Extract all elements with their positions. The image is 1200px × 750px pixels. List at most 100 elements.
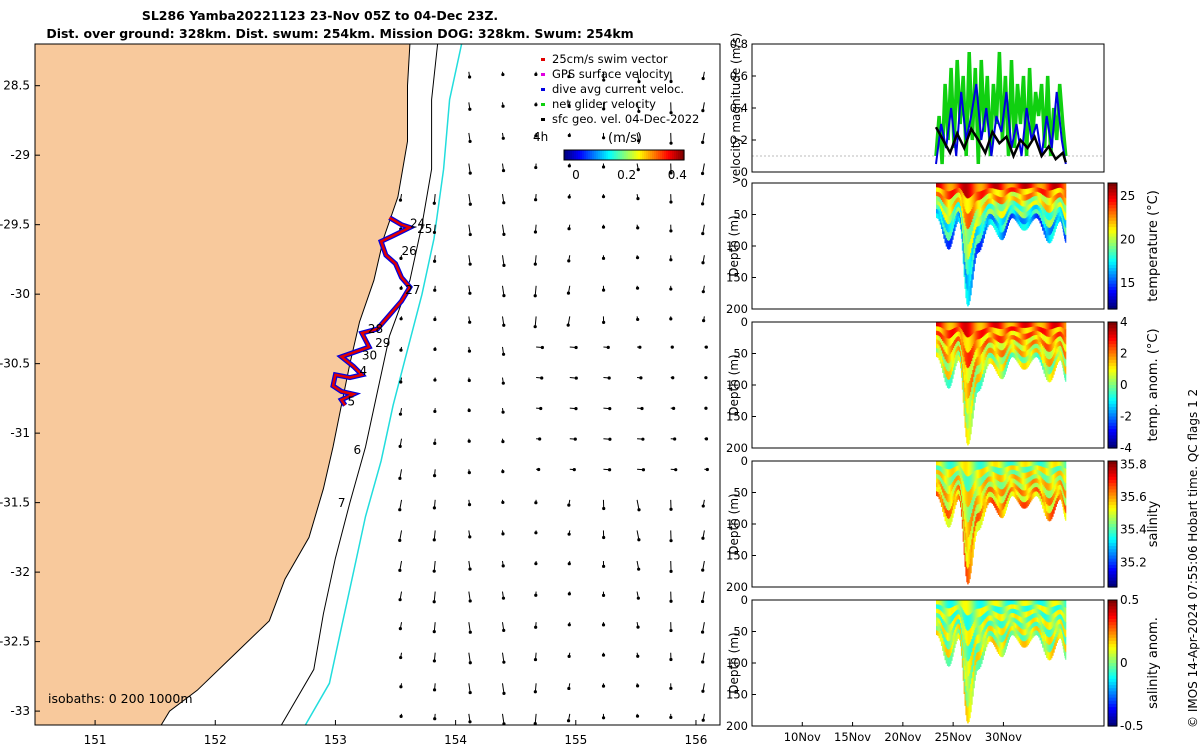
section-cell	[1000, 503, 1002, 511]
section-cell	[1017, 183, 1020, 189]
geo-velocity-arrowhead	[567, 503, 571, 507]
section-cell	[977, 191, 979, 201]
section-cell	[1005, 473, 1007, 480]
section-cell	[1017, 600, 1020, 606]
section-cell	[969, 564, 971, 580]
section-colorbar-segment	[1108, 703, 1117, 708]
geo-velocity-arrowhead	[601, 623, 606, 627]
section-cell	[1048, 183, 1051, 191]
section-cell	[960, 322, 963, 330]
section-cell	[1009, 331, 1011, 337]
section-colorbar-segment	[1108, 656, 1117, 661]
section-cell	[1059, 201, 1061, 208]
section-cell	[1001, 468, 1003, 476]
section-cell	[936, 343, 938, 349]
section-cell	[938, 633, 941, 639]
section-cell	[1028, 493, 1031, 500]
section-cell	[967, 676, 969, 693]
section-cell	[961, 233, 964, 243]
section-cell	[1000, 475, 1002, 483]
section-cell	[1036, 474, 1039, 480]
section-cell	[967, 414, 969, 430]
section-cell	[961, 338, 964, 348]
section-cell	[1030, 341, 1033, 347]
section-cell	[969, 425, 971, 441]
section-cell	[1035, 191, 1038, 197]
section-cell	[960, 501, 962, 508]
section-colorbar-segment	[1108, 388, 1117, 392]
section-cell	[1061, 322, 1063, 328]
section-cell	[1002, 218, 1004, 226]
section-cell	[1056, 204, 1058, 210]
section-cell	[980, 369, 983, 378]
section-cell	[961, 625, 964, 635]
section-cell	[1038, 470, 1040, 476]
section-cell	[1027, 210, 1029, 217]
section-cell	[940, 634, 943, 641]
section-cell	[1057, 610, 1060, 616]
section-cell	[1052, 224, 1054, 232]
section-cell	[1060, 216, 1062, 222]
section-cell	[1030, 351, 1033, 357]
section-cell	[962, 511, 965, 522]
section-cell	[1054, 624, 1056, 631]
section-cell	[1023, 611, 1026, 619]
section-cell	[1036, 626, 1039, 632]
section-cell	[977, 660, 979, 670]
section-cell	[1061, 471, 1063, 478]
section-cell	[1047, 498, 1050, 506]
map-ytick-label: -30.5	[0, 357, 30, 371]
section-cell	[1056, 214, 1058, 221]
section-cell	[1062, 600, 1064, 607]
section-cell	[1056, 322, 1058, 328]
section-cell	[949, 338, 951, 348]
section-cell	[958, 211, 960, 217]
section-cell	[985, 212, 988, 219]
section-cell	[940, 461, 943, 468]
section-cell	[984, 625, 987, 633]
geo-velocity-arrowhead	[669, 258, 673, 262]
section-cell	[993, 600, 995, 606]
section-cell	[967, 522, 969, 539]
section-cell	[995, 600, 998, 607]
section-colorbar-segment	[1108, 461, 1117, 465]
section-cell	[1004, 202, 1006, 210]
section-cell	[989, 481, 991, 488]
section-cell	[1046, 336, 1048, 345]
section-cell	[963, 658, 965, 671]
section-cell	[989, 476, 991, 482]
section-cell	[1009, 493, 1011, 499]
section-cell	[995, 642, 998, 650]
section-cell	[1049, 366, 1052, 375]
section-cell	[990, 322, 993, 328]
section-cell	[1019, 349, 1022, 356]
section-cell	[1062, 500, 1064, 507]
section-cell	[1013, 631, 1016, 637]
section-cell	[948, 183, 950, 192]
section-cell	[989, 183, 991, 189]
section-cell	[1034, 335, 1037, 340]
section-cell	[1017, 218, 1020, 225]
section-cell	[988, 332, 990, 339]
section-cell	[950, 516, 952, 525]
section-cell	[954, 496, 956, 504]
section-cell	[989, 635, 991, 642]
section-cell	[937, 474, 939, 480]
geo-velocity-arrowhead	[701, 568, 705, 572]
section-cell	[996, 480, 999, 488]
geo-velocity-arrowhead	[671, 376, 675, 380]
section-cell	[952, 621, 954, 629]
section-cell	[1035, 322, 1038, 327]
section-cell	[1046, 357, 1048, 366]
section-colorbar-segment	[1108, 400, 1117, 405]
section-colorbar-segment	[1108, 391, 1117, 396]
geo-velocity-arrowhead	[701, 76, 705, 81]
section-cell	[1062, 219, 1064, 227]
section-cell	[1048, 359, 1051, 368]
section-cell	[960, 467, 963, 476]
section-cell	[1003, 223, 1005, 232]
section-cell	[1044, 356, 1047, 364]
section-cell	[1065, 644, 1067, 653]
section-colorbar-tick-label: 35.6	[1120, 490, 1147, 504]
section-cell	[1001, 461, 1003, 469]
